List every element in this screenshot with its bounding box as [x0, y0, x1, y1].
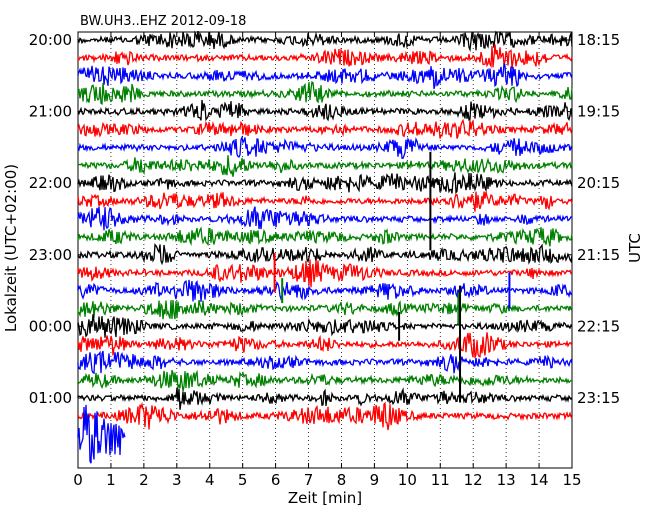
plot-frame	[77, 31, 573, 469]
right-axis-title: UTC	[626, 233, 644, 263]
trace-line	[77, 387, 573, 410]
x-tick-label: 6	[271, 471, 281, 489]
right-tick-label: 20:15	[577, 174, 620, 192]
x-tick-label: 2	[139, 471, 149, 489]
trace-line	[77, 299, 573, 320]
trace-line	[77, 155, 573, 177]
trace-line	[77, 243, 573, 266]
right-axis: 18:15 19:15 20:15 21:15 22:15 23:15	[567, 31, 620, 407]
right-tick-label: 23:15	[577, 389, 620, 407]
trace-line	[77, 99, 573, 122]
x-axis-title: Zeit [min]	[288, 489, 362, 507]
left-tick-label: 23:00	[29, 246, 72, 264]
left-tick-label: 20:00	[29, 31, 72, 49]
left-tick-label: 21:00	[29, 103, 72, 121]
trace-group	[77, 30, 573, 464]
x-tick-label: 9	[370, 471, 380, 489]
x-tick-label: 3	[172, 471, 182, 489]
left-axis-title: Lokalzeit (UTC+02:00)	[2, 164, 20, 332]
right-tick-label: 18:15	[577, 31, 620, 49]
trace-line	[77, 226, 573, 247]
trace-line	[77, 350, 573, 375]
trace-line	[77, 44, 573, 69]
trace-line	[77, 259, 573, 288]
x-tick-label: 0	[73, 471, 83, 489]
trace-line	[77, 206, 573, 231]
trace-line	[77, 404, 126, 464]
x-axis: 0 1 2 3 4 5 6 7 8 9 10 11 12 13 14 15	[73, 32, 582, 489]
trace-line	[77, 279, 573, 302]
x-tick-label: 11	[431, 471, 450, 489]
right-tick-label: 21:15	[577, 246, 620, 264]
x-tick-label: 14	[530, 471, 549, 489]
trace-line	[77, 191, 573, 212]
x-tick-label: 10	[398, 471, 417, 489]
trace-line	[77, 172, 573, 195]
x-tick-label: 13	[497, 471, 516, 489]
x-tick-label: 1	[106, 471, 116, 489]
x-tick-label: 5	[238, 471, 248, 489]
trace-line	[77, 80, 573, 106]
trace-line	[77, 63, 573, 89]
event-group	[273, 151, 511, 403]
trace-line	[77, 401, 573, 431]
x-tick-label: 8	[337, 471, 347, 489]
left-axis: 20:00 21:00 22:00 23:00 00:00 01:00	[29, 31, 83, 407]
right-tick-label: 22:15	[577, 317, 620, 335]
trace-line	[77, 369, 573, 392]
trace-line	[77, 118, 573, 139]
trace-line	[77, 30, 573, 53]
x-tick-label: 4	[205, 471, 215, 489]
x-tick-label: 15	[562, 471, 581, 489]
trace-line	[77, 135, 573, 159]
left-tick-label: 01:00	[29, 389, 72, 407]
chart-title: BW.UH3..EHZ 2012-09-18	[80, 14, 246, 29]
x-tick-label: 7	[304, 471, 314, 489]
left-tick-label: 22:00	[29, 174, 72, 192]
trace-line	[77, 314, 573, 338]
x-tick-label: 12	[464, 471, 483, 489]
trace-line	[77, 332, 573, 359]
right-tick-label: 19:15	[577, 103, 620, 121]
grid-lines	[110, 32, 540, 468]
left-tick-label: 00:00	[29, 317, 72, 335]
